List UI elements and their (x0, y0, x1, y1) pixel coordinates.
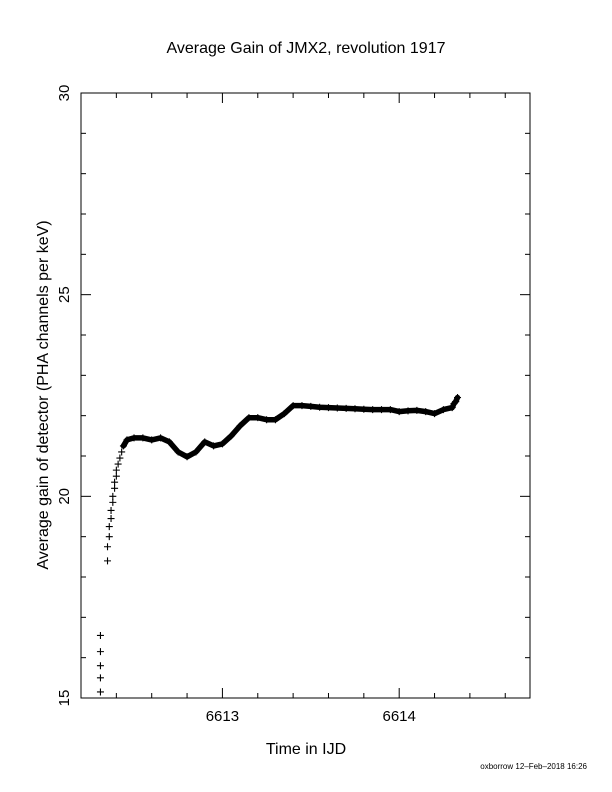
data-point (105, 523, 113, 531)
data-point (109, 492, 117, 500)
tick-labels: 15 20 25 30 6613 6614 (56, 85, 416, 725)
data-point (104, 557, 112, 565)
y-axis-label: Average gain of detector (PHA channels p… (35, 220, 52, 569)
data-point (96, 662, 104, 670)
x-axis-label: Time in IJD (266, 741, 346, 758)
data-point (112, 472, 120, 480)
data-point (118, 448, 126, 456)
footer-credit: oxborrow 12–Feb–2018 16:26 (480, 762, 587, 771)
y-tick-label: 25 (56, 286, 73, 303)
x-tick-label: 6614 (383, 708, 416, 725)
data-point (96, 674, 104, 682)
plot-frame (80, 92, 531, 699)
data-point (116, 454, 124, 462)
data-trace (120, 394, 461, 460)
data-point (107, 506, 115, 514)
data-point (96, 631, 104, 639)
x-tick-label: 6613 (206, 708, 239, 725)
data-point (111, 484, 119, 492)
chart-title: Average Gain of JMX2, revolution 1917 (167, 40, 446, 57)
data-point (109, 498, 117, 506)
y-tick-label: 30 (56, 85, 73, 102)
data-point (96, 688, 104, 696)
data-point (104, 543, 112, 551)
data-points (96, 394, 462, 696)
y-tick-label: 15 (56, 690, 73, 707)
data-point (112, 466, 120, 474)
data-point (107, 515, 115, 523)
data-point (105, 533, 113, 541)
data-point (96, 648, 104, 656)
data-point (114, 460, 122, 468)
axis-ticks (80, 92, 530, 699)
y-tick-label: 20 (56, 488, 73, 505)
data-point (111, 478, 119, 486)
